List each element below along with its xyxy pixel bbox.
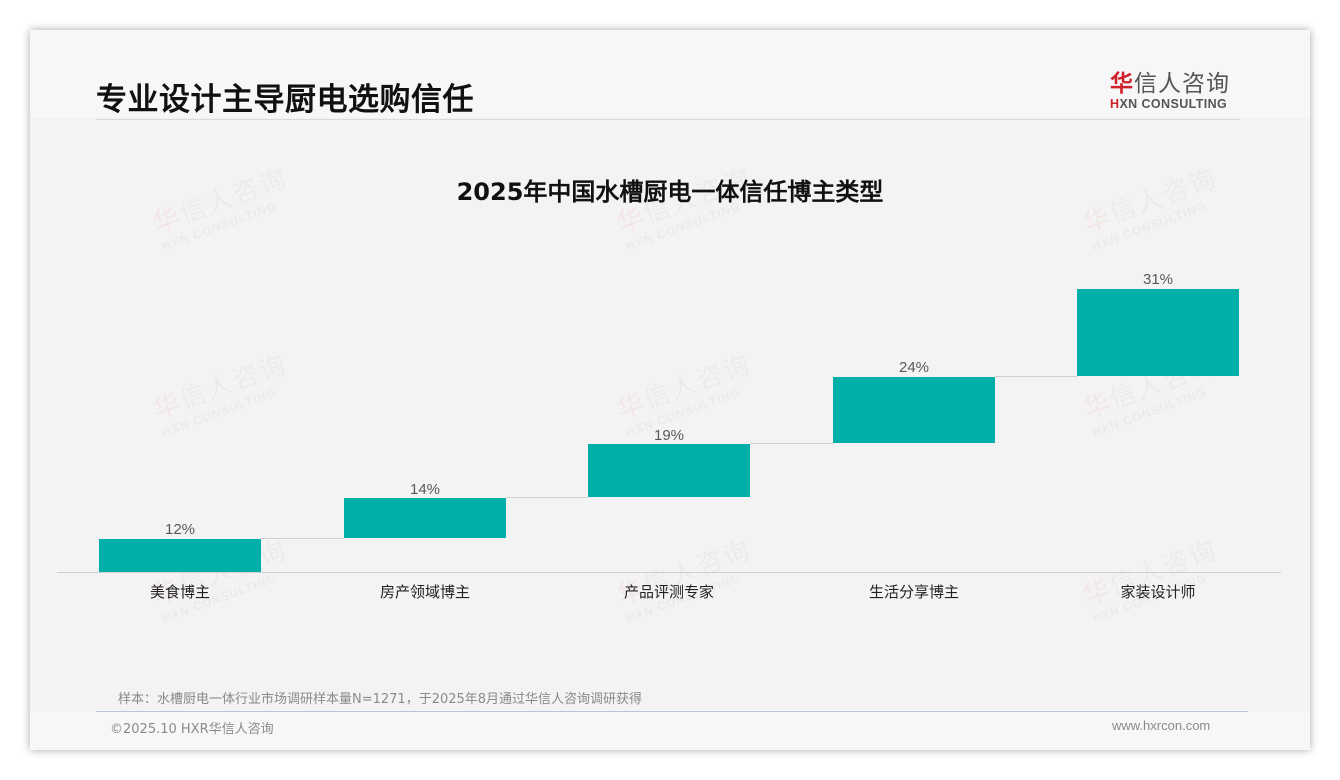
bar-value-label: 14% — [409, 481, 441, 498]
footer-band — [30, 712, 1310, 750]
bar-connector — [750, 443, 833, 444]
page-title: 专业设计主导厨电选购信任 — [96, 82, 474, 118]
logo-cn-highlight: 华 — [1110, 71, 1134, 97]
x-tick-label: 生活分享博主 — [868, 583, 959, 601]
logo-cn: 华信人咨询 — [1110, 64, 1242, 98]
x-tick-label: 美食博主 — [149, 583, 210, 601]
header-band — [30, 30, 1310, 118]
copyright: ©2025.10 HXR华信人咨询 — [110, 722, 274, 737]
logo-en-highlight: H — [1110, 97, 1120, 111]
bar-0 — [99, 539, 261, 572]
website-link[interactable]: www.hxrcon.com — [1112, 718, 1211, 733]
brand-logo: 华信人咨询 HXN CONSULTING — [1110, 64, 1242, 111]
x-tick-label: 房产领域博主 — [379, 583, 470, 601]
slide: 专业设计主导厨电选购信任 华信人咨询 HXN CONSULTING 华信人咨询 H… — [30, 30, 1310, 750]
bar-3 — [833, 377, 995, 443]
x-tick-label: 家装设计师 — [1120, 583, 1196, 601]
bar-connector — [506, 497, 588, 498]
x-axis — [57, 572, 1281, 573]
logo-cn-rest: 信人咨询 — [1134, 71, 1230, 97]
title-divider — [96, 119, 1240, 120]
footer-divider — [96, 711, 1248, 712]
bar-connector — [995, 376, 1077, 377]
chart-title: 2025年中国水槽厨电一体信任博主类型 — [456, 178, 884, 206]
sample-note: 样本：水槽厨电一体行业市场调研样本量N=1271，于2025年8月通过华信人咨询… — [118, 692, 643, 707]
logo-en: HXN CONSULTING — [1110, 97, 1242, 111]
bar-1 — [344, 498, 506, 538]
bar-2 — [588, 444, 750, 497]
bar-connector — [261, 538, 344, 539]
logo-en-rest: XN CONSULTING — [1119, 97, 1228, 111]
bar-4 — [1077, 289, 1239, 376]
bar-value-label: 24% — [898, 359, 930, 376]
bar-value-label: 12% — [164, 521, 196, 538]
bar-value-label: 31% — [1142, 271, 1174, 288]
bar-value-label: 19% — [653, 427, 685, 444]
x-tick-label: 产品评测专家 — [623, 583, 714, 601]
